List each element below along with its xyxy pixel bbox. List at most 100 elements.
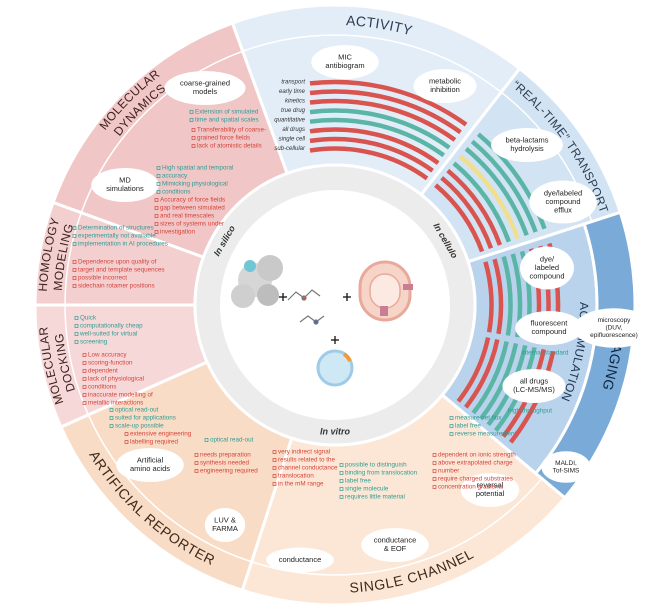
note-text: implementation in AI procedures: [78, 241, 168, 248]
note-bullet: [204, 438, 209, 442]
method-bubble: [164, 71, 246, 105]
note-text: lack of physiological: [88, 376, 144, 383]
note-bullet: [339, 479, 344, 483]
vesicle-illustration: [316, 349, 354, 387]
note-text: concentration gradients: [438, 484, 503, 491]
method-label: conductance: [374, 536, 417, 545]
note-bullet: [272, 474, 277, 478]
note-bullet: [72, 242, 77, 246]
note-text: above extrapolated charge: [438, 460, 513, 467]
note-text: optical read-out: [210, 437, 254, 444]
note-bullet: [191, 136, 196, 140]
status-arc: [483, 261, 494, 333]
note-text: High spatial and temporal: [162, 165, 233, 172]
method-bubble: [91, 168, 159, 202]
method-bubble: [116, 448, 184, 482]
method-label: hydrolysis: [510, 144, 544, 153]
note-text: sidechain rotamer positions: [78, 283, 155, 290]
note-bullet: [74, 332, 79, 336]
note-text: Transferability of coarse-: [197, 127, 266, 134]
status-arc: [309, 89, 462, 135]
note-bullet: [194, 453, 199, 457]
note-bullet: [339, 463, 344, 467]
note-text: computationally cheap: [80, 323, 143, 330]
note-text: accuracy: [162, 173, 188, 180]
note-text: Low accuracy: [88, 352, 127, 359]
note-text: labelling required: [130, 439, 178, 446]
status-arc: [434, 183, 485, 253]
note-bullet: [82, 353, 87, 357]
method-label: reversal: [477, 481, 504, 490]
note-text: gap between simulated: [160, 205, 225, 212]
status-arc: [309, 146, 429, 181]
note-bullet: [339, 487, 344, 491]
status-arc: [456, 337, 491, 403]
note-bullet: [272, 450, 277, 454]
method-label: microscopy: [598, 317, 632, 324]
method-bubble: [204, 508, 246, 542]
method-label: Artificial: [137, 456, 164, 465]
note-bullet: [449, 416, 454, 420]
cell-illustration: [358, 260, 413, 322]
note-text: dependent: [88, 368, 118, 375]
method-label: coarse-grained: [180, 79, 230, 88]
method-label: LUV &: [214, 516, 236, 525]
note-text: binding from translocation: [345, 470, 418, 477]
note-bullet: [154, 206, 159, 210]
center-label: In vitro: [320, 426, 351, 436]
note-text: in the mM range: [278, 481, 324, 488]
method-label: efflux: [554, 205, 572, 214]
status-arc: [309, 98, 457, 142]
note-text: conditions: [162, 189, 190, 196]
method-bubble: [460, 473, 520, 507]
legend-label: single cell: [279, 137, 306, 143]
status-arc: [309, 127, 440, 165]
note-bullet: [154, 214, 159, 218]
note-text: Mimicking physiological: [162, 181, 228, 188]
method-label: compound: [545, 197, 580, 206]
note-text: Determination of structures: [78, 225, 154, 232]
note-bullet: [82, 361, 87, 365]
note-bullet: [154, 198, 159, 202]
note-text: lack of atomistic details: [197, 143, 262, 150]
protein-illustration: [231, 255, 283, 308]
status-arc: [479, 342, 519, 421]
note-text: suited for applications: [115, 415, 176, 422]
note-bullet: [272, 482, 277, 486]
note-text: possible incorrect: [78, 275, 127, 282]
note-text: metallic interactions: [88, 400, 143, 407]
note-bullet: [109, 424, 114, 428]
status-arc: [458, 154, 520, 240]
note-text: sizes of systems under: [160, 221, 224, 228]
status-arc: [470, 139, 538, 233]
note-bullet: [339, 471, 344, 475]
note-text: internal standard: [522, 350, 569, 357]
note-bullet: [82, 385, 87, 389]
note-bullet: [72, 226, 77, 230]
method-label: compound: [529, 271, 564, 280]
legend-label: sub-cellular: [274, 146, 306, 152]
note-text: channel conductance: [278, 465, 338, 472]
note-text: engineering required: [200, 468, 258, 475]
note-text: investigation: [160, 229, 196, 236]
note-text: label free: [345, 478, 371, 485]
inner-circle: [220, 190, 450, 420]
note-bullet: [74, 316, 79, 320]
status-arc: [309, 79, 468, 127]
status-arc: [309, 108, 451, 150]
note-text: well-suited for virtual: [79, 331, 137, 338]
note-text: Accuracy of force fields: [160, 197, 225, 204]
note-text: possible to distinguish: [345, 462, 407, 469]
method-label: labeled: [535, 263, 559, 272]
note-bullet: [82, 377, 87, 381]
note-bullet: [156, 190, 161, 194]
method-label: MALDI,: [555, 460, 577, 467]
legend-label: all drugs: [282, 127, 305, 133]
legend-label: early time: [279, 89, 306, 95]
note-bullet: [432, 461, 437, 465]
note-bullet: [432, 485, 437, 489]
note-bullet: [189, 118, 194, 122]
note-text: number: [438, 468, 459, 475]
note-text: dependent on ionic strength: [438, 452, 516, 459]
note-bullet: [124, 432, 129, 436]
